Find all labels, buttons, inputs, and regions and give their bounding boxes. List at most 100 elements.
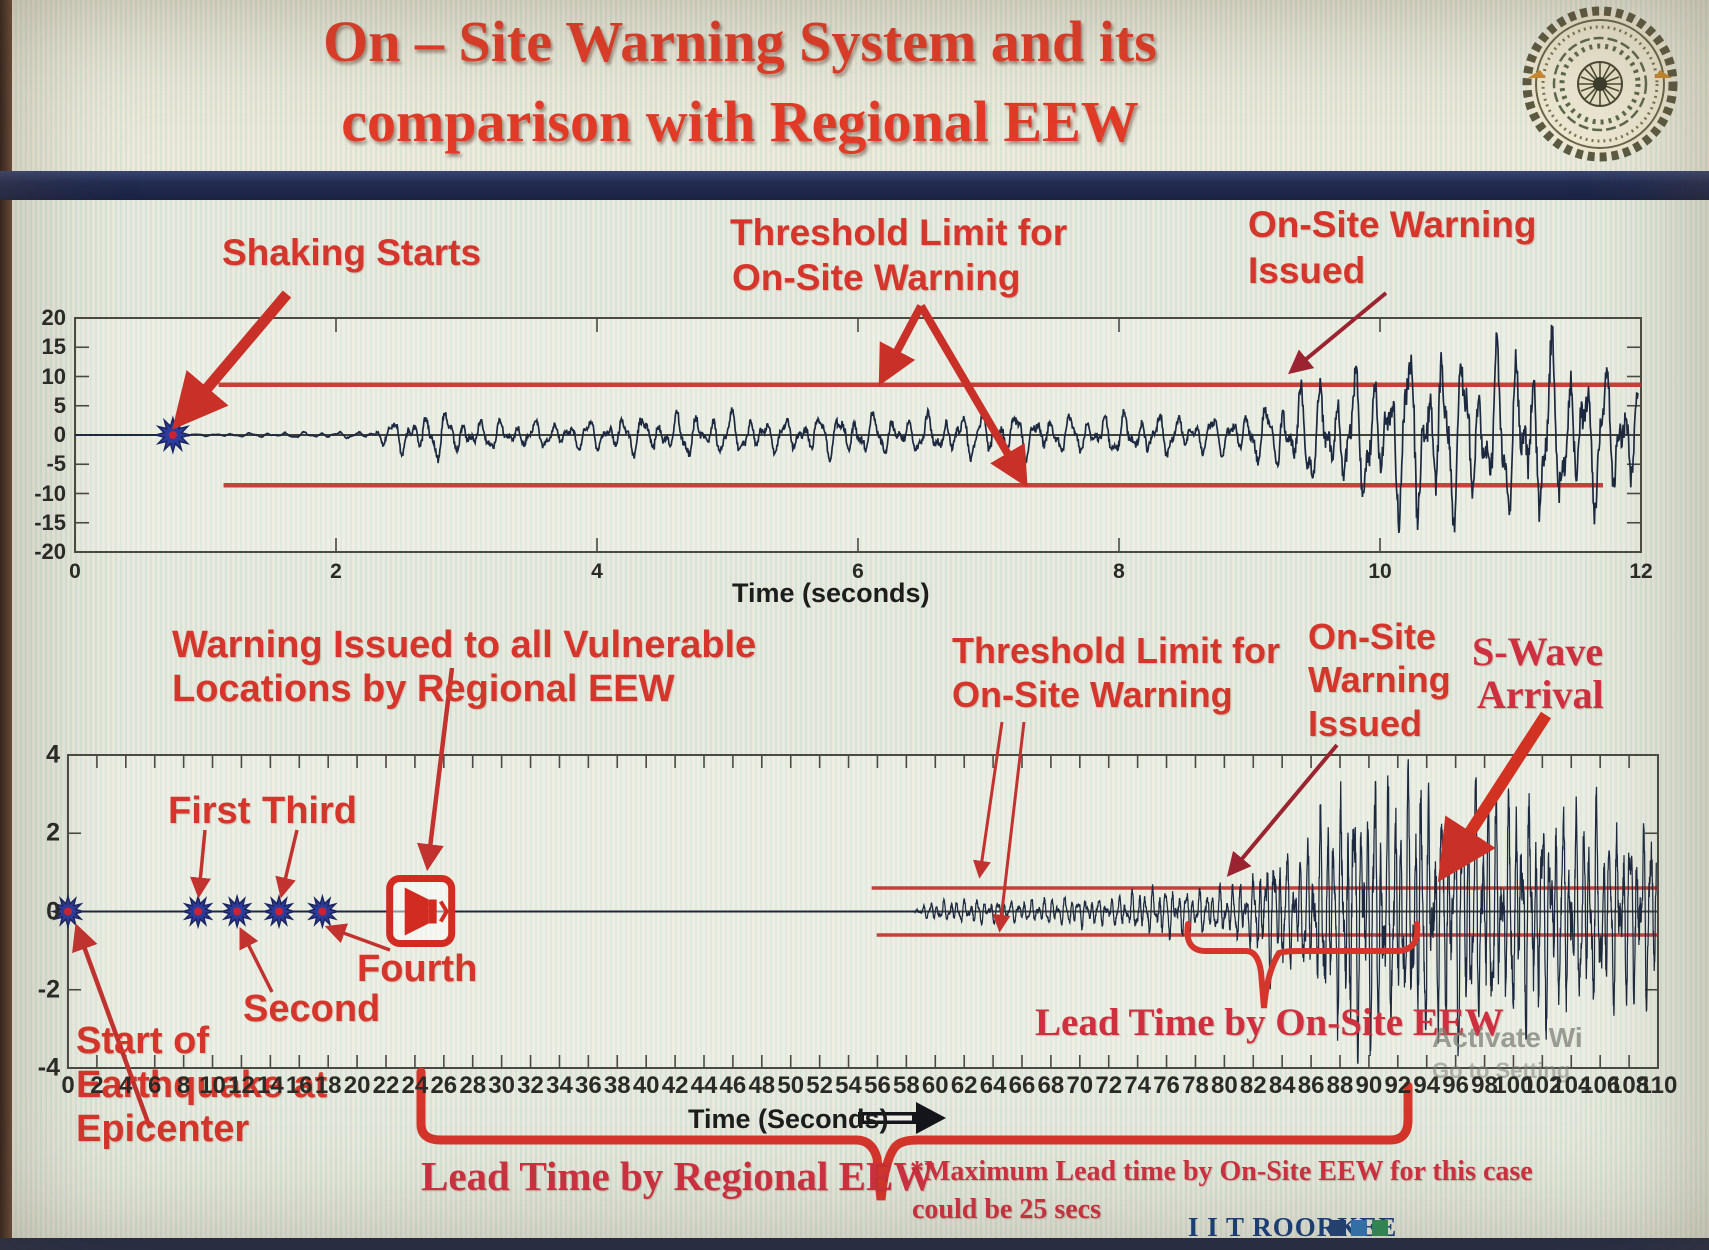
chart-0-y-tick-label: -5 xyxy=(46,451,66,477)
top-chart-x-axis-title: Time (seconds) xyxy=(732,578,930,608)
chart-1-x-tick-label: 100 xyxy=(1493,1072,1534,1099)
onsite-warning-issued-top-arrow xyxy=(1288,291,1388,375)
chart-1-y-tick-label: 2 xyxy=(46,818,60,847)
chart-1-x-tick-label: 30 xyxy=(488,1072,515,1099)
chart-1-x-tick-label: 60 xyxy=(921,1072,949,1099)
threshold-top-arrow-right xyxy=(917,303,1028,488)
chart-1-x-tick-label: 66 xyxy=(1008,1072,1036,1099)
chart-1-x-tick-label: 4 xyxy=(119,1072,133,1099)
photo-edge-left xyxy=(0,0,12,1250)
slide-title-line2: comparison with Regional EEW xyxy=(341,89,1139,155)
bottom-chart-x-axis-title: Time (Seconds) xyxy=(688,1104,889,1134)
onsite-warning-issued-top-label-2: Issued xyxy=(1248,250,1366,291)
start-earthquake-label-3: Epicenter xyxy=(76,1108,250,1150)
chart-0-y-tick-label: -15 xyxy=(34,509,66,535)
chart-0-x-tick-label: 0 xyxy=(69,560,81,583)
second-arrow xyxy=(239,926,274,993)
chart-1-x-tick-label: 82 xyxy=(1239,1072,1267,1099)
chart-1-x-tick-label: 22 xyxy=(372,1072,400,1099)
chart-1-x-tick-label: 108 xyxy=(1609,1072,1650,1099)
onsite-warning-issued-bot-label-2: Warning xyxy=(1308,659,1451,700)
chart-1-waveform xyxy=(914,759,1657,1064)
chart-1-x-tick-label: 14 xyxy=(257,1072,284,1099)
fourth-label: Fourth xyxy=(357,948,478,990)
time-axis-arrow-icon xyxy=(858,1102,946,1134)
slide-title: On – Site Warning System and its compari… xyxy=(60,2,1420,162)
threshold-limit-bot-label-2: On-Site Warning xyxy=(952,674,1233,715)
third-label: Third xyxy=(262,790,357,832)
start-earthquake-label-2: Earthquake at xyxy=(76,1064,328,1106)
chart-0-x-tick-label: 10 xyxy=(1368,560,1392,583)
chart-1-x-tick-label: 94 xyxy=(1413,1072,1441,1099)
chart-1-y-tick-label: -2 xyxy=(37,975,60,1004)
chart-1-x-tick-label: 80 xyxy=(1211,1072,1238,1099)
chart-0-y-tick-label: -10 xyxy=(34,480,66,506)
chart-1-x-tick-label: 32 xyxy=(517,1072,544,1099)
chart-1-x-tick-label: 36 xyxy=(575,1072,602,1099)
fourth-arrow xyxy=(324,923,391,952)
go-to-settings-watermark: Go to Setting xyxy=(1432,1058,1571,1083)
chart-0-x-tick-label: 2 xyxy=(330,560,342,583)
threshold-limit-bot-label-1: Threshold Limit for xyxy=(952,630,1280,671)
shaking-starts-arrow xyxy=(172,290,292,430)
chart-1-x-tick-label: 68 xyxy=(1037,1072,1065,1099)
chart-1-x-tick-label: 54 xyxy=(835,1072,862,1099)
chart-1-x-tick-label: 8 xyxy=(176,1072,191,1099)
chart-1-x-tick-label: 98 xyxy=(1471,1072,1498,1099)
chart-0-y-tick-label: -20 xyxy=(34,539,66,564)
chart-1-x-tick-label: 58 xyxy=(893,1072,920,1099)
slide-title-line1: On – Site Warning System and its xyxy=(323,9,1157,74)
chart-1-x-tick-label: 18 xyxy=(314,1072,342,1099)
onsite-warning-issued-bot-arrow xyxy=(1226,743,1339,877)
chart-1-x-tick-label: 88 xyxy=(1326,1072,1354,1099)
threshold-bot-arrow-left xyxy=(972,721,1004,879)
chart-0-waveform xyxy=(176,324,1639,533)
chart-0-x-tick-label: 6 xyxy=(852,560,864,583)
chart-1-x-tick-label: 0 xyxy=(61,1072,75,1099)
chart-0-y-tick-label: 10 xyxy=(41,363,66,389)
chart-0-x-tick-label: 12 xyxy=(1629,560,1653,583)
s-wave-arrival-arrow xyxy=(1437,711,1552,883)
chart-0-y-tick-label: 5 xyxy=(53,392,66,418)
chart-1-x-tick-label: 42 xyxy=(661,1072,689,1099)
chart-1-x-tick-label: 62 xyxy=(950,1072,978,1099)
chart-1-x-tick-label: 6 xyxy=(148,1072,162,1099)
chart-1-x-tick-label: 90 xyxy=(1355,1072,1383,1099)
chart-1-x-tick-label: 76 xyxy=(1153,1072,1180,1099)
iit-roorkee-logo xyxy=(1522,6,1678,162)
chart-1-x-tick-label: 52 xyxy=(806,1072,833,1099)
activate-windows-watermark: Activate Wi xyxy=(1432,1022,1583,1053)
chart-1-y-tick-label: 0 xyxy=(46,897,60,925)
s-wave-arrival-label-1: S-Wave xyxy=(1472,629,1604,674)
chart-1-x-tick-label: 26 xyxy=(430,1072,458,1099)
chart-1-x-tick-label: 44 xyxy=(690,1072,718,1099)
warning-vulnerable-label-1: Warning Issued to all Vulnerable xyxy=(172,624,757,666)
chart-0-y-tick-label: 0 xyxy=(53,422,66,447)
chart-1-x-tick-label: 110 xyxy=(1638,1072,1678,1099)
chart-1-x-tick-label: 38 xyxy=(603,1072,631,1099)
chart-1-x-tick-label: 46 xyxy=(719,1072,747,1099)
chart-0-y-tick-label: 20 xyxy=(41,305,66,330)
chart-1-x-tick-label: 50 xyxy=(777,1072,805,1099)
first-label: First xyxy=(168,790,251,832)
footer-square-2 xyxy=(1351,1220,1367,1236)
start-earthquake-label-1: Start of xyxy=(76,1020,209,1062)
lead-time-regional-label: Lead Time by Regional EEW xyxy=(421,1153,935,1199)
onsite-warning-issued-bot-label-1: On-Site xyxy=(1308,616,1437,657)
chart-1-x-tick-label: 74 xyxy=(1124,1072,1151,1099)
chart-1-x-tick-label: 56 xyxy=(864,1072,891,1099)
title-separator-band xyxy=(0,171,1709,200)
threshold-bot-arrow-right xyxy=(992,721,1026,933)
first-arrow xyxy=(190,829,211,899)
onsite-warning-issued-top-label-1: On-Site Warning xyxy=(1248,204,1537,245)
chart-1-x-tick-label: 28 xyxy=(459,1072,487,1099)
chart-1-x-tick-label: 78 xyxy=(1182,1072,1209,1099)
chart-1-x-tick-label: 20 xyxy=(343,1072,371,1099)
chart-1-y-tick-label: -4 xyxy=(37,1053,60,1082)
threshold-limit-top-label-1: Threshold Limit for xyxy=(730,212,1068,253)
chart-1-x-tick-label: 12 xyxy=(228,1072,255,1099)
chart-1-x-tick-label: 72 xyxy=(1095,1072,1123,1099)
chart-1-x-tick-label: 92 xyxy=(1384,1072,1412,1099)
warning-vulnerable-arrow xyxy=(417,667,455,872)
chart-1-x-tick-label: 106 xyxy=(1580,1072,1621,1099)
